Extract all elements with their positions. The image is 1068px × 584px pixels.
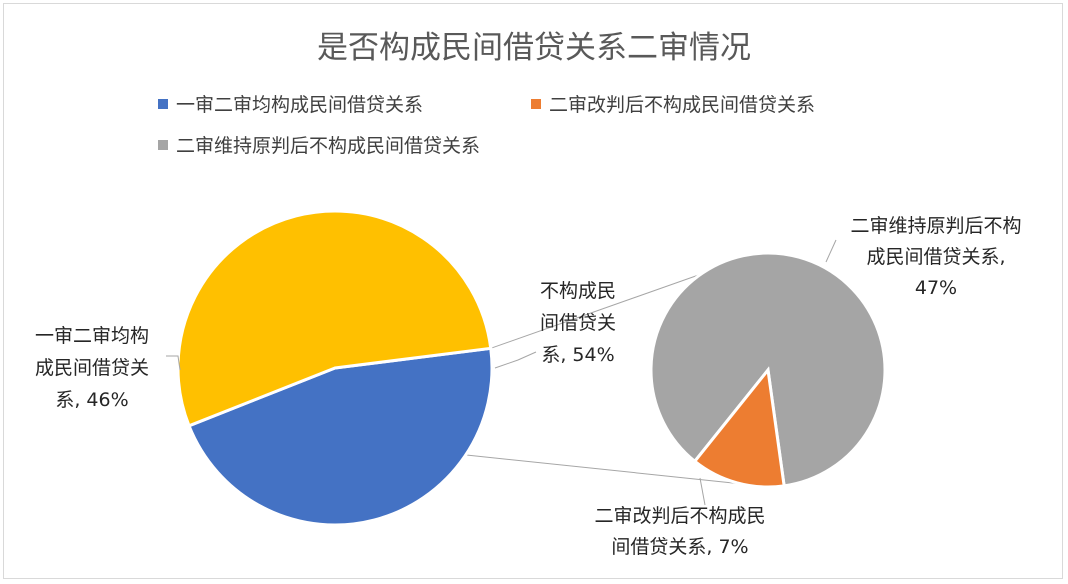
data-label-upheld: 二审维持原判后不构成民间借贷关系, 47% [850, 215, 1021, 299]
data-label-reversed: 二审改判后不构成民间借贷关系, 7% [594, 505, 765, 558]
legend-swatch-gray [158, 140, 168, 150]
main-pie-slice-both-instances [187, 346, 494, 527]
chart-frame [3, 3, 1063, 579]
legend-label: 二审维持原判后不构成民间借贷关系 [176, 135, 481, 157]
secondary-pie-slice-reversed [692, 366, 786, 489]
legend-entry-reversed: 二审改判后不构成民间借贷关系 [531, 90, 815, 117]
legend-label: 一审二审均构成民间借贷关系 [176, 94, 424, 116]
leader-line-yellow [494, 351, 537, 369]
data-label-both-instances: 一审二审均构成民间借贷关系, 46% [35, 325, 149, 411]
main-pie-slice-not-constituted [176, 209, 493, 428]
legend-entry-both-instances: 一审二审均构成民间借贷关系 [158, 90, 423, 117]
leader-line-orange [699, 477, 706, 506]
legend-swatch-orange [531, 99, 541, 109]
leader-line-gray [825, 239, 837, 263]
legend-swatch-blue [158, 99, 168, 109]
chart-title: 是否构成民间借贷关系二审情况 [317, 30, 751, 66]
leader-line-blue [166, 355, 181, 371]
legend-label: 二审改判后不构成民间借贷关系 [549, 94, 816, 116]
legend-entry-upheld: 二审维持原判后不构成民间借贷关系 [158, 131, 480, 158]
data-label-not-constituted: 不构成民间借贷关系, 54% [540, 280, 616, 366]
